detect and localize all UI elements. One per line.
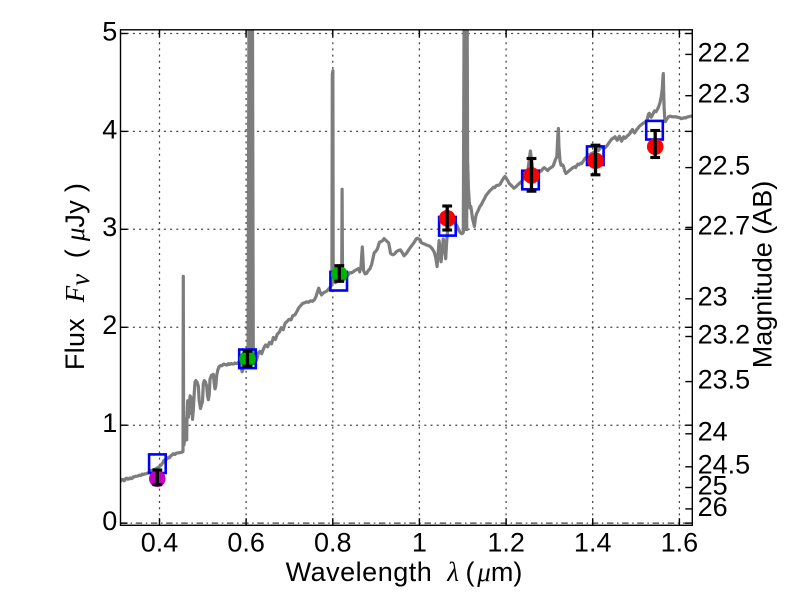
svg-text:Flux Fν ( μJy ): Flux Fν ( μJy ) bbox=[60, 183, 95, 370]
svg-text:0.8: 0.8 bbox=[314, 527, 352, 557]
svg-text:0.6: 0.6 bbox=[227, 527, 265, 557]
svg-text:23: 23 bbox=[698, 282, 728, 312]
svg-text:1.6: 1.6 bbox=[661, 527, 699, 557]
svg-text:22.7: 22.7 bbox=[698, 210, 751, 240]
svg-text:23.5: 23.5 bbox=[698, 365, 751, 395]
svg-text:25: 25 bbox=[698, 470, 728, 500]
svg-text:Magnitude (AB): Magnitude (AB) bbox=[748, 181, 778, 369]
svg-text:24: 24 bbox=[698, 417, 728, 447]
svg-text:0.4: 0.4 bbox=[141, 527, 179, 557]
svg-text:22.3: 22.3 bbox=[698, 79, 751, 109]
svg-text:24.5: 24.5 bbox=[698, 450, 751, 480]
svg-text:5: 5 bbox=[102, 16, 117, 46]
svg-text:4: 4 bbox=[102, 114, 117, 144]
svg-text:26: 26 bbox=[698, 492, 728, 522]
svg-text:2: 2 bbox=[102, 310, 117, 340]
svg-text:1: 1 bbox=[102, 408, 117, 438]
svg-text:22.2: 22.2 bbox=[698, 37, 751, 67]
svg-text:22.5: 22.5 bbox=[698, 151, 751, 181]
svg-text:1.4: 1.4 bbox=[574, 527, 612, 557]
svg-text:23.2: 23.2 bbox=[698, 319, 751, 349]
svg-text:1.2: 1.2 bbox=[487, 527, 525, 557]
svg-text:1: 1 bbox=[412, 527, 427, 557]
svg-text:0: 0 bbox=[102, 506, 117, 536]
svg-text:3: 3 bbox=[102, 212, 117, 242]
